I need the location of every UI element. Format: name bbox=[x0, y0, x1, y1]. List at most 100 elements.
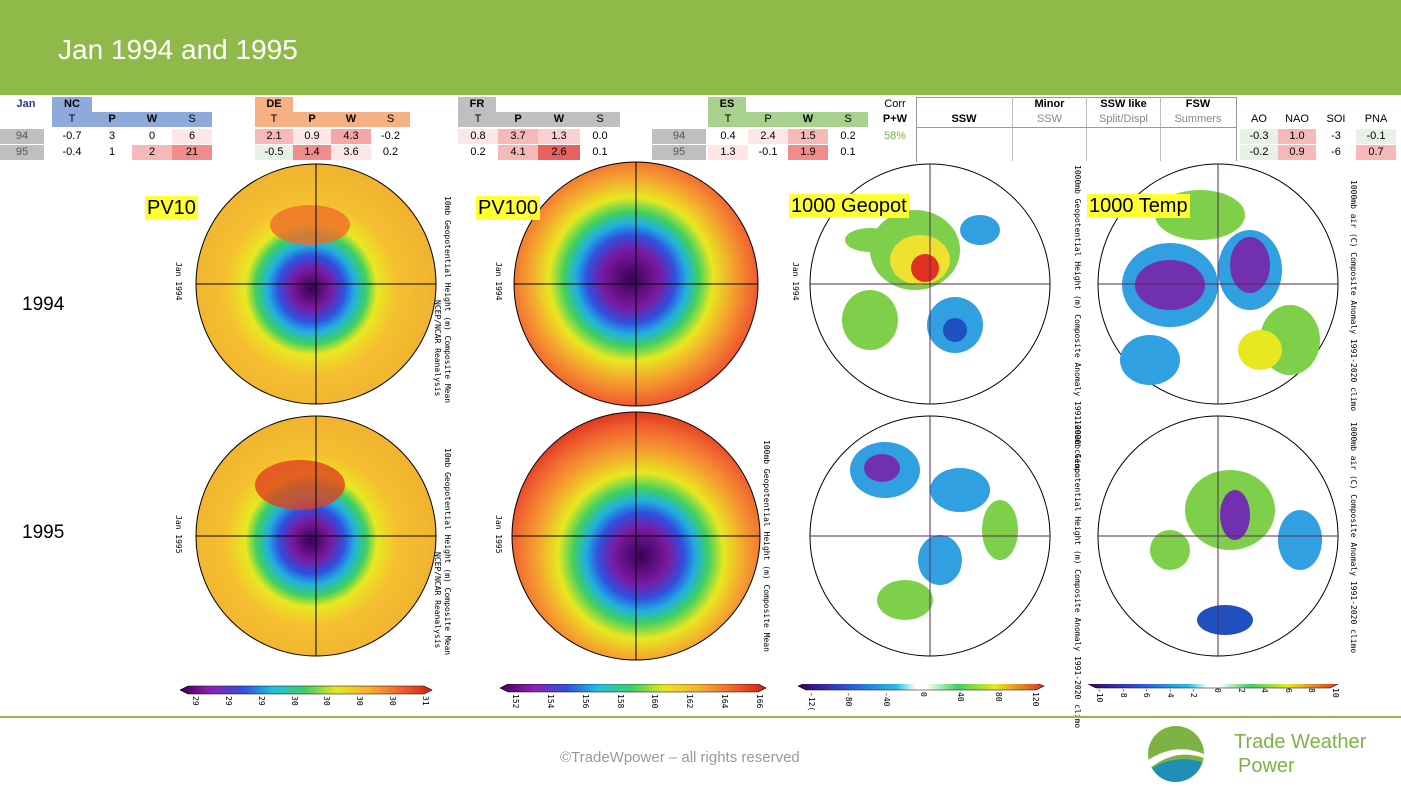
de-94-p: 0.9 bbox=[293, 129, 331, 144]
fr-95-w: 2.6 bbox=[538, 145, 580, 160]
nc-95-t: -0.4 bbox=[62, 146, 82, 158]
colorbar-pv10 bbox=[180, 685, 433, 695]
de-94-s: -0.2 bbox=[381, 130, 400, 142]
colorbar-tick-temp-8: 6 bbox=[1283, 688, 1293, 693]
nc-95-w: 2 bbox=[132, 145, 172, 160]
colorbar-tick-temp-5: 0 bbox=[1213, 688, 1222, 693]
colorbar-tick-pv10-3: 30 bbox=[289, 696, 299, 706]
colorbar-tick-pv10-6: 30 bbox=[388, 696, 398, 706]
fr-col-s: S bbox=[596, 113, 604, 125]
colorbar-tick-temp-6: 2 bbox=[1236, 688, 1246, 693]
pv10-side-label-1: 10mb Geopotential Height (m) Composite M… bbox=[443, 196, 452, 404]
colorbar-tick-temp-3: -4 bbox=[1165, 688, 1175, 698]
colorbar-tick-geo-1: -80 bbox=[844, 692, 854, 707]
minor-label: Minor bbox=[1034, 98, 1065, 110]
colorbar-tick-pv10-2: 29 bbox=[256, 696, 266, 706]
ao-94: -0.3 bbox=[1240, 129, 1278, 144]
fsw-sub: Summers bbox=[1174, 113, 1222, 125]
nc-col-p: P bbox=[108, 113, 116, 125]
block-nc-name: NC bbox=[52, 97, 92, 112]
block-fr-name: FR bbox=[458, 97, 496, 112]
idx-pna: PNA bbox=[1364, 113, 1388, 125]
colorbar-tick-geo-4: 40 bbox=[956, 692, 966, 702]
de-col-s: S bbox=[386, 113, 395, 125]
nc-94-w: 0 bbox=[148, 130, 156, 142]
footer-line bbox=[0, 716, 1401, 718]
nao-95: 0.9 bbox=[1278, 145, 1316, 160]
colorbar-geo bbox=[797, 684, 1045, 691]
colorbar-tick-pv100-5: 162 bbox=[685, 694, 695, 709]
temp-side-label-2: 1000mb air (C) Composite Anomaly 1991-20… bbox=[1349, 422, 1358, 654]
map-pv10-1994 bbox=[195, 163, 437, 405]
es-95-p: -0.1 bbox=[758, 146, 778, 158]
jan1995-label-pv100: Jan 1995 bbox=[494, 515, 503, 554]
colorbar-tick-temp-7: 4 bbox=[1260, 688, 1270, 693]
temp-side-label-1: 1000mb air (C) Composite Anomaly 1991-20… bbox=[1349, 180, 1358, 412]
colorbar-pv100 bbox=[499, 684, 767, 693]
sswlike-label: SSW like bbox=[1100, 98, 1147, 110]
pna-94: -0.1 bbox=[1356, 129, 1396, 144]
fsw-label: FSW bbox=[1185, 98, 1211, 110]
de-col-p: P bbox=[308, 113, 316, 125]
colorbar-tick-pv10-5: 30 bbox=[355, 696, 365, 706]
year-95: 95 bbox=[0, 145, 44, 160]
fr-94-p: 3.7 bbox=[498, 129, 538, 144]
fr-94-t: 0.8 bbox=[458, 129, 498, 144]
nc-95-p: 1 bbox=[108, 146, 116, 158]
colorbar-tick-geo-6: 120 bbox=[1031, 692, 1040, 707]
es-94-w: 1.5 bbox=[788, 129, 828, 144]
idx-nao: NAO bbox=[1285, 113, 1309, 125]
colorbar-tick-geo-2: -40 bbox=[881, 692, 891, 707]
pv10-side-label-2: 10mb Geopotential Height (m) Composite M… bbox=[443, 448, 452, 656]
fr-95-t: 0.2 bbox=[470, 146, 486, 158]
de-95-s: 0.2 bbox=[382, 146, 399, 158]
colorbar-tick-temp-0: -10 bbox=[1095, 688, 1104, 703]
es-94-s: 0.2 bbox=[840, 130, 856, 142]
ao-95: -0.2 bbox=[1240, 145, 1278, 160]
ssw-grid bbox=[916, 97, 1237, 162]
es-94-t: 0.4 bbox=[720, 130, 736, 142]
de-95-t: -0.5 bbox=[255, 145, 293, 160]
block-nc-header bbox=[52, 112, 212, 127]
indices-divider bbox=[1236, 97, 1237, 161]
nc-94-p: 3 bbox=[108, 130, 116, 142]
year-label-1995: 1995 bbox=[22, 522, 65, 543]
colorbar-tick-geo-5: 80 bbox=[993, 692, 1003, 702]
logo-line-2: Power bbox=[1238, 755, 1295, 777]
colorbar-tick-geo-0: -12( bbox=[807, 692, 816, 712]
es-col-t: T bbox=[724, 113, 732, 125]
es-95-w: 1.9 bbox=[788, 145, 828, 160]
idx-ao: AO bbox=[1251, 113, 1267, 125]
colorbar-tick-pv100-6: 164 bbox=[720, 694, 730, 709]
maps-svg bbox=[195, 161, 1339, 661]
es-95-t: 1.3 bbox=[708, 145, 748, 160]
logo-line-1: Trade Weather bbox=[1234, 731, 1367, 753]
jan1994-label-pv100: Jan 1994 bbox=[494, 262, 503, 301]
logo-text: Trade Weather Power bbox=[1234, 730, 1366, 778]
block-de-name: DE bbox=[255, 97, 293, 112]
block-es-name: ES bbox=[708, 97, 746, 112]
idx-soi: SOI bbox=[1326, 113, 1346, 125]
map-pv100-1995 bbox=[511, 411, 761, 661]
page-title: Jan 1994 and 1995 bbox=[58, 34, 298, 65]
sswlike-sub: Split/Displ bbox=[1099, 113, 1148, 125]
colorbar-tick-pv100-2: 156 bbox=[580, 694, 590, 709]
colorbar-temp bbox=[1087, 684, 1339, 689]
block-de-header bbox=[255, 112, 410, 127]
nc-col-s: S bbox=[188, 113, 196, 125]
ssw-divider-3 bbox=[1160, 97, 1161, 161]
nc-94-t: -0.7 bbox=[62, 130, 82, 142]
colorbar-tick-geo-3: 0 bbox=[919, 692, 928, 697]
panel-label-pv100: PV100 bbox=[476, 196, 541, 220]
stats-table: Jan 94 95 NC T P W S -0.7 3 0 6 -0.4 1 2… bbox=[0, 95, 1401, 163]
fr-col-t: T bbox=[474, 113, 482, 125]
soi-95: -6 bbox=[1331, 146, 1341, 158]
block-es-header bbox=[708, 112, 868, 127]
minor-sub: SSW bbox=[1036, 113, 1063, 125]
map-temp-1995 bbox=[1097, 415, 1339, 657]
fr-95-p: 4.1 bbox=[498, 145, 538, 160]
colorbar-tick-pv100-1: 154 bbox=[545, 694, 555, 709]
nc-95-s: 21 bbox=[172, 145, 212, 160]
es-year-95: 95 bbox=[652, 145, 706, 160]
ssw-label: SSW bbox=[951, 113, 977, 125]
